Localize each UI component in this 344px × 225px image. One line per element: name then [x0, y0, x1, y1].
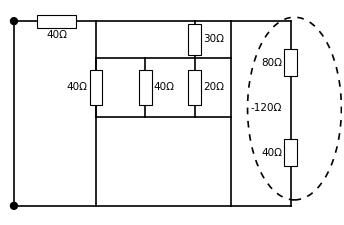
- Text: 20Ω: 20Ω: [203, 82, 224, 92]
- Bar: [188, 70, 201, 105]
- Text: 40Ω: 40Ω: [46, 29, 67, 40]
- Text: 40Ω: 40Ω: [66, 82, 88, 92]
- Text: 80Ω: 80Ω: [261, 58, 282, 68]
- Bar: [188, 24, 201, 55]
- Circle shape: [11, 202, 18, 209]
- Bar: [284, 139, 297, 166]
- Bar: [139, 70, 152, 105]
- Text: 40Ω: 40Ω: [154, 82, 175, 92]
- Bar: [89, 70, 103, 105]
- Circle shape: [11, 18, 18, 25]
- Text: 40Ω: 40Ω: [261, 148, 282, 157]
- Bar: [37, 15, 76, 27]
- Text: 30Ω: 30Ω: [203, 34, 224, 44]
- Text: -120Ω: -120Ω: [251, 103, 282, 112]
- Bar: [284, 49, 297, 76]
